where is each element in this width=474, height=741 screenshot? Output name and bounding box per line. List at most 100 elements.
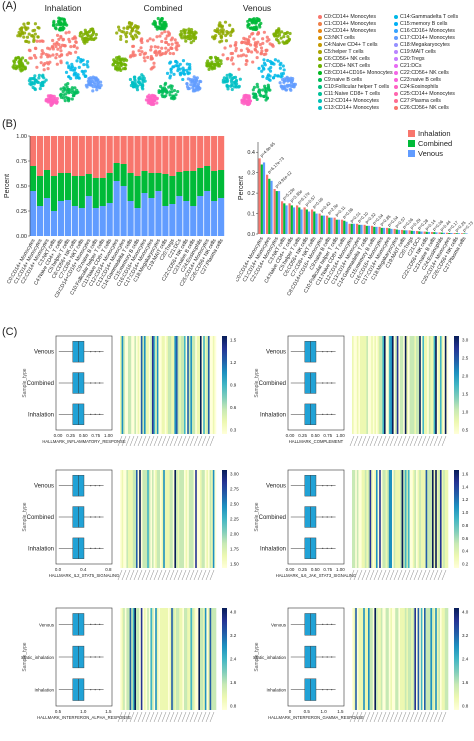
gene-tick-label — [421, 569, 427, 581]
umap-point — [62, 86, 66, 90]
legend-label: C9:naive B cells — [324, 77, 362, 83]
umap-point — [159, 84, 163, 89]
heatmap-cell — [361, 336, 364, 434]
gene-tick-label — [133, 711, 139, 723]
bar-combined — [204, 166, 211, 191]
heatmap-cell — [368, 608, 370, 710]
heatmap-cell — [436, 470, 439, 568]
umap-point — [191, 39, 196, 43]
gene-tick-label — [209, 569, 215, 581]
heatmap-cell — [433, 470, 436, 568]
legend-label: C1:CD14+ Monocytes — [324, 21, 376, 27]
bar-venous — [57, 201, 65, 236]
gene-tick-label — [169, 711, 175, 723]
umap-point — [168, 90, 172, 94]
legend-swatch — [394, 105, 398, 110]
umap-point — [247, 35, 252, 39]
umap-point — [64, 92, 68, 96]
heatmap-cell — [430, 608, 433, 710]
bar-venous — [218, 198, 225, 236]
colorbar-tick-label: 2.00 — [230, 532, 239, 537]
gene-tick-label — [365, 569, 371, 581]
umap-point — [266, 83, 270, 87]
heatmap-cell — [371, 336, 374, 434]
heatmap-cell — [395, 336, 398, 434]
umap-point — [170, 46, 174, 51]
umap-point — [182, 28, 186, 32]
heatmap-cell — [432, 608, 434, 710]
heatmap-cell — [148, 470, 151, 568]
heatmap-cell — [352, 336, 354, 434]
gene-tick-label — [441, 569, 447, 581]
umap-point — [176, 69, 180, 73]
gene-tick-label — [429, 569, 435, 581]
legend-item: C9:naive B cells — [318, 77, 362, 84]
heatmap-cell — [392, 336, 394, 434]
umap-point — [89, 35, 93, 39]
heatmap-cell — [155, 470, 158, 568]
bar-inhalation — [386, 227, 389, 234]
legend-item: C17:CD14+ Monocytes — [394, 35, 455, 42]
umap-point — [158, 20, 162, 24]
p-value-label: p=4.9e-65 — [259, 141, 276, 158]
umap-point — [271, 61, 275, 65]
heatmap-cell — [120, 336, 122, 434]
bar-combined — [218, 170, 225, 198]
colorbar-tick-label: 4.0 — [462, 610, 469, 615]
gene-tick-label — [421, 435, 427, 447]
gene-tick-label — [145, 711, 151, 723]
heatmap-cell — [147, 470, 150, 568]
outlier — [331, 623, 333, 625]
bar-inhalation — [371, 225, 374, 234]
heatmap-cell — [401, 336, 404, 434]
gene-tick-label — [165, 569, 171, 581]
heatmap-cell — [136, 470, 138, 568]
umap-point — [119, 57, 123, 61]
heatmap-cell — [438, 608, 441, 710]
gene-tick-label — [425, 435, 431, 447]
boxplot-x-tick: 1.00 — [104, 433, 113, 438]
heatmap-cell — [142, 336, 145, 434]
colorbar-tick-label: 1.50 — [230, 562, 239, 567]
bar-venous — [292, 207, 296, 234]
boxplot-x-tick: 0.00 — [286, 433, 295, 438]
umap-point — [51, 23, 56, 28]
gene-tick-label — [397, 569, 403, 581]
umap-point — [137, 49, 141, 53]
boxplot-x-tick: 0.25 — [298, 567, 307, 572]
gene-tick-label — [437, 711, 443, 723]
heatmap-cell — [208, 470, 210, 568]
bar-venous — [50, 211, 58, 236]
heatmap-cell — [366, 336, 369, 434]
heatmap-cell — [124, 470, 127, 568]
heatmap-cell — [400, 470, 402, 568]
heatmap-cell — [140, 470, 143, 568]
heatmap-cell — [193, 470, 196, 568]
heatmap-cell — [379, 608, 382, 710]
umap-point — [74, 50, 78, 54]
heatmap-cell — [400, 608, 402, 710]
c-panel-5: Sample_type Venous Static_inhalation Inhala… — [21, 607, 237, 723]
bar-combined — [36, 176, 44, 206]
umap-point — [219, 61, 223, 66]
gene-tick-label — [193, 711, 199, 723]
heatmap-cell — [419, 336, 422, 434]
bar-inhalation — [148, 136, 155, 173]
colorbar — [222, 608, 227, 710]
umap-point — [273, 58, 278, 62]
umap-point — [32, 38, 36, 42]
umap-point — [25, 35, 30, 39]
heatmap-cell — [148, 336, 151, 434]
legend-label: C5:helper T cells — [324, 49, 364, 55]
umap-point — [52, 100, 56, 104]
boxplot-group-label: Combined — [259, 515, 286, 521]
bar-combined — [448, 232, 451, 234]
gene-tick-label — [389, 435, 395, 447]
heatmap-cell — [444, 608, 447, 710]
heatmap-cell — [436, 608, 439, 710]
umap-point — [63, 88, 67, 92]
heatmap-cell — [400, 336, 402, 434]
colorbar-tick-label: 1.2 — [462, 497, 469, 502]
umap-point — [92, 37, 96, 41]
umap-point — [32, 28, 37, 32]
